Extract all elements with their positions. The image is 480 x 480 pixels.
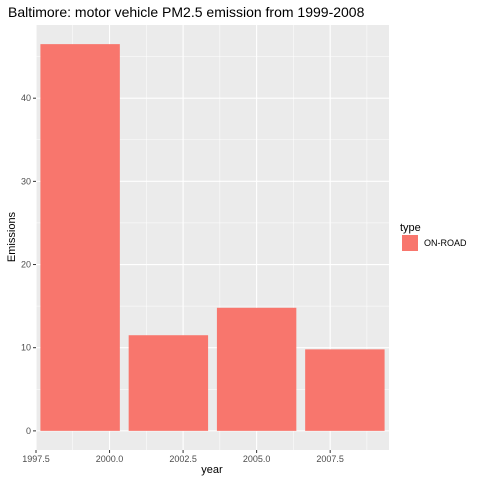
bar-2008: [305, 349, 385, 431]
legend-label-on-road: ON-ROAD: [424, 238, 467, 248]
x-tick-label: 2007.5: [316, 454, 344, 464]
bars: [40, 44, 385, 431]
x-axis-ticks: 1997.5 2000.0 2002.5 2005.0 2007.5: [22, 450, 344, 464]
y-axis-title: Emissions: [6, 211, 18, 262]
bar-2002: [128, 335, 209, 431]
chart-title: Baltimore: motor vehicle PM2.5 emission …: [8, 4, 365, 20]
y-tick-label: 40: [21, 93, 31, 103]
legend: type ON-ROAD: [400, 222, 467, 251]
x-tick-label: 2000.0: [96, 454, 124, 464]
x-tick-label: 2002.5: [169, 454, 197, 464]
y-tick-label: 0: [26, 426, 31, 436]
bar-2005: [216, 307, 297, 431]
x-tick-label: 1997.5: [22, 454, 50, 464]
y-tick-label: 10: [21, 343, 31, 353]
x-tick-label: 2005.0: [243, 454, 271, 464]
legend-title: type: [400, 222, 421, 234]
y-axis-ticks: 0 10 20 30 40: [21, 93, 36, 436]
bar-1999: [40, 44, 120, 431]
y-tick-label: 30: [21, 176, 31, 186]
x-axis-title: year: [201, 464, 223, 476]
y-tick-label: 20: [21, 260, 31, 270]
legend-key-on-road: [402, 235, 418, 251]
